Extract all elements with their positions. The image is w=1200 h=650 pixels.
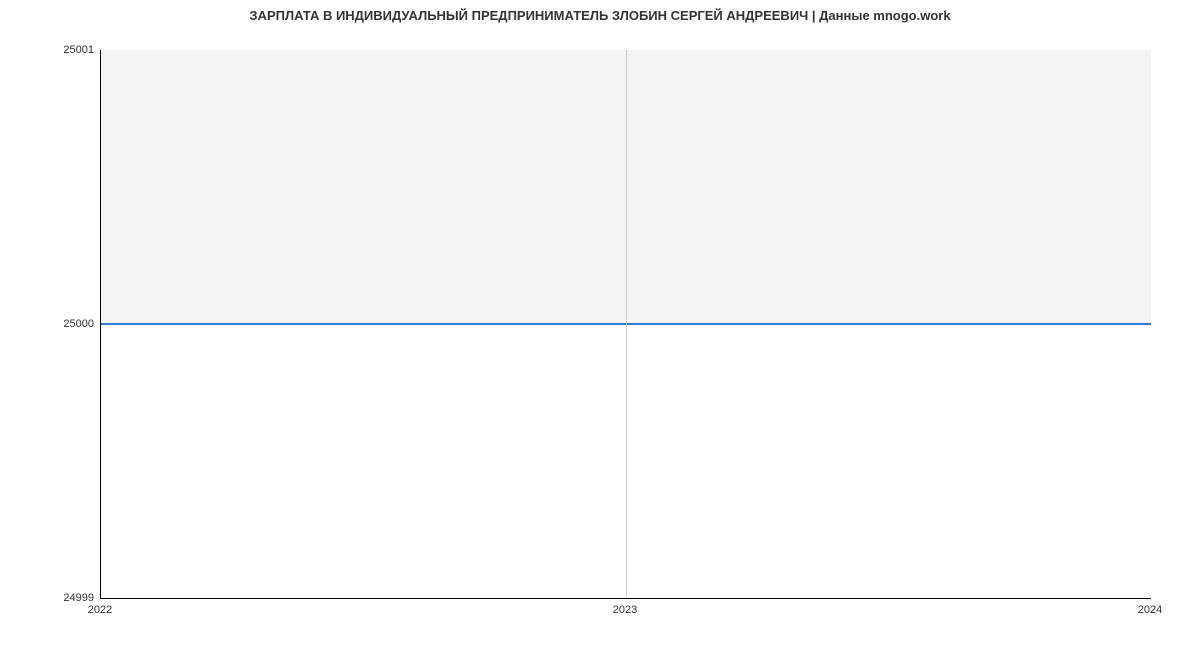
- xtick-label: 2023: [613, 598, 637, 616]
- xtick-label: 2024: [1138, 598, 1162, 616]
- xtick-label: 2022: [88, 598, 112, 616]
- gridline-v: [626, 50, 627, 598]
- ytick-label: 25000: [63, 318, 100, 330]
- chart-title: ЗАРПЛАТА В ИНДИВИДУАЛЬНЫЙ ПРЕДПРИНИМАТЕЛ…: [0, 8, 1200, 23]
- ytick-label: 25001: [63, 44, 100, 56]
- plot-area: [100, 50, 1151, 599]
- chart-container: ЗАРПЛАТА В ИНДИВИДУАЛЬНЫЙ ПРЕДПРИНИМАТЕЛ…: [0, 0, 1200, 650]
